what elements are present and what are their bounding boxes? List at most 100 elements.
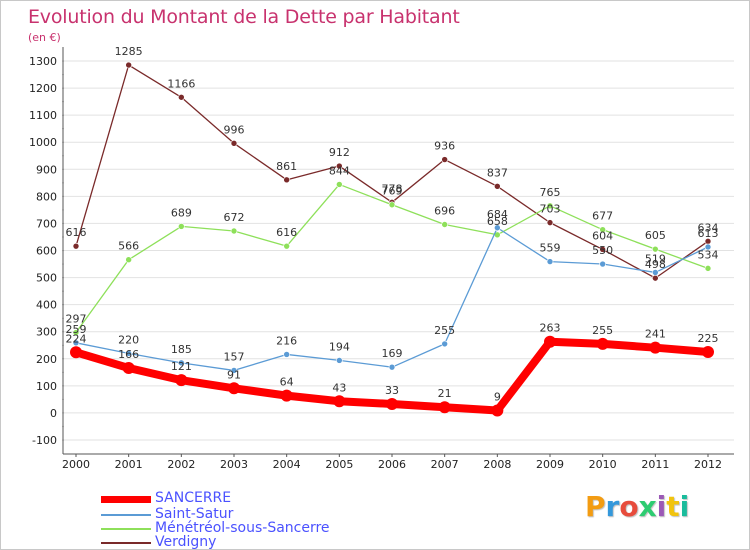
x-tick-label: 2012 (694, 458, 722, 471)
data-label: 912 (329, 146, 350, 159)
data-label: 259 (66, 323, 87, 336)
data-label: 613 (698, 227, 719, 240)
legend-swatch (101, 514, 151, 516)
data-point (72, 339, 80, 347)
data-label: 225 (698, 332, 719, 345)
data-point (494, 183, 501, 190)
data-label: 837 (487, 166, 508, 179)
x-tick-label: 2010 (589, 458, 617, 471)
data-point (72, 242, 80, 250)
data-label: 936 (434, 140, 455, 153)
data-label: 498 (645, 258, 666, 271)
data-point (228, 382, 240, 395)
y-tick-label: 900 (36, 163, 57, 176)
data-label: 194 (329, 340, 350, 353)
data-point (125, 350, 132, 357)
x-tick-label: 2007 (431, 458, 459, 471)
data-point (704, 265, 712, 272)
data-label: 263 (540, 322, 561, 335)
data-point (441, 156, 448, 163)
data-point (652, 245, 659, 253)
x-tick-label: 2008 (483, 458, 511, 471)
data-label: 765 (540, 186, 561, 199)
x-tick-label: 2000 (62, 458, 90, 471)
data-point (336, 181, 343, 188)
data-label: 121 (171, 360, 192, 373)
data-point (491, 404, 504, 417)
data-point (230, 367, 238, 374)
y-tick-label: 100 (36, 380, 57, 393)
data-label: 519 (645, 252, 666, 265)
data-point (336, 162, 343, 170)
data-point (72, 329, 80, 336)
data-label: 778 (382, 182, 403, 195)
data-label: 616 (276, 226, 297, 239)
y-tick-label: 500 (36, 272, 57, 285)
legend-label: SANCERRE (155, 490, 232, 506)
data-label: 550 (592, 244, 613, 257)
legend-swatch (101, 542, 151, 544)
y-tick-label: 1000 (29, 136, 57, 149)
data-label: 566 (118, 240, 139, 253)
data-point (599, 260, 606, 268)
legend-swatch (101, 528, 151, 530)
data-point (178, 223, 185, 230)
legend-swatch (101, 495, 151, 503)
y-tick-label: 1100 (29, 109, 57, 122)
y-tick-label: 300 (36, 326, 57, 339)
data-point (546, 202, 554, 210)
legend-label: Verdigny (155, 534, 217, 550)
data-label: 1285 (115, 45, 143, 58)
data-label: 297 (66, 313, 87, 326)
data-point (125, 61, 132, 69)
data-point (178, 359, 185, 367)
data-point (652, 269, 659, 276)
data-point (599, 246, 606, 253)
data-point (230, 227, 238, 235)
data-label: 605 (645, 229, 666, 242)
data-point (599, 226, 606, 233)
proxiti-logo: Proxiti (585, 490, 690, 523)
y-tick-label: 800 (36, 190, 57, 203)
x-tick-label: 2002 (167, 458, 195, 471)
x-tick-label: 2005 (325, 458, 353, 471)
data-label: 185 (171, 343, 192, 356)
data-label: 166 (118, 348, 139, 361)
data-point (283, 242, 290, 250)
data-label: 91 (227, 368, 241, 381)
data-label: 844 (329, 164, 350, 177)
data-point (178, 93, 185, 101)
data-label: 604 (592, 229, 613, 242)
data-label: 616 (66, 226, 87, 239)
data-label: 33 (385, 384, 399, 397)
data-point (546, 219, 554, 226)
y-tick-label: 400 (36, 299, 57, 312)
data-point (122, 361, 135, 374)
data-point (280, 389, 293, 402)
data-label: 658 (487, 215, 508, 228)
data-label: 534 (698, 248, 719, 261)
data-label: 1166 (167, 77, 195, 90)
data-label: 255 (434, 324, 455, 337)
data-label: 769 (382, 185, 403, 198)
data-label: 996 (224, 123, 245, 136)
data-label: 64 (280, 376, 294, 389)
data-point (125, 256, 132, 264)
data-point (494, 224, 501, 232)
data-label: 703 (540, 203, 561, 216)
data-label: 689 (171, 206, 192, 219)
unit-label: (en €) (28, 31, 61, 44)
data-point (704, 243, 712, 251)
x-tick-label: 2006 (378, 458, 406, 471)
data-label: 241 (645, 328, 666, 341)
data-label: 169 (382, 347, 403, 360)
data-label: 672 (224, 211, 245, 224)
data-label: 9 (494, 390, 501, 403)
y-tick-label: 1200 (29, 82, 57, 95)
data-point (386, 397, 398, 410)
data-point (441, 340, 448, 348)
legend-label: Ménétréol-sous-Sancerre (155, 520, 330, 536)
y-tick-label: 0 (50, 407, 57, 420)
